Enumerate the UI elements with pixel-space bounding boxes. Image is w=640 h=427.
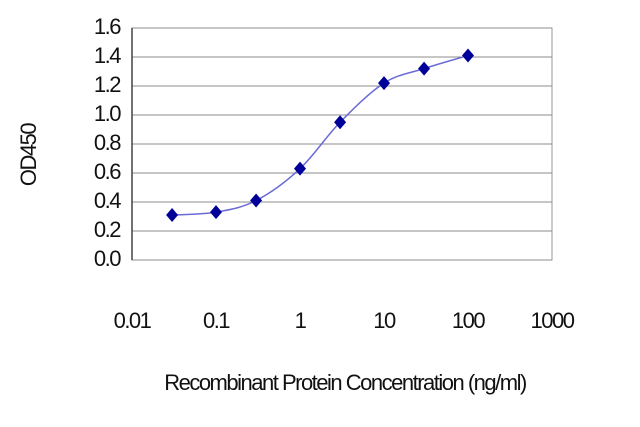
data-point bbox=[378, 76, 390, 91]
y-tick-label: 1.4 bbox=[94, 43, 121, 68]
x-tick-label: 1000 bbox=[531, 308, 575, 333]
y-tick-label: 0.8 bbox=[94, 130, 121, 155]
data-point bbox=[294, 161, 306, 176]
data-point bbox=[462, 48, 474, 63]
y-tick-label: 0.6 bbox=[94, 159, 121, 184]
x-tick-label: 10 bbox=[373, 308, 396, 333]
y-tick-label: 0.4 bbox=[94, 188, 121, 213]
data-point bbox=[250, 193, 263, 208]
y-tick-label: 0.0 bbox=[94, 246, 121, 271]
y-tick-label: 0.2 bbox=[94, 217, 121, 242]
x-tick-label: 1 bbox=[295, 308, 307, 333]
x-axis-title: Recombinant Protein Concentration (ng/ml… bbox=[164, 370, 526, 395]
y-tick-label: 1.0 bbox=[94, 101, 121, 126]
x-tick-label: 0.1 bbox=[203, 308, 230, 333]
y-tick-label: 1.2 bbox=[94, 72, 121, 97]
data-point bbox=[418, 61, 431, 76]
data-point bbox=[210, 205, 222, 220]
data-point bbox=[334, 115, 347, 130]
x-tick-label: 100 bbox=[452, 308, 485, 333]
data-point bbox=[166, 208, 179, 223]
x-tick-label: 0.01 bbox=[114, 308, 152, 333]
y-axis-title: OD450 bbox=[16, 123, 41, 186]
y-tick-label: 1.6 bbox=[94, 14, 121, 39]
